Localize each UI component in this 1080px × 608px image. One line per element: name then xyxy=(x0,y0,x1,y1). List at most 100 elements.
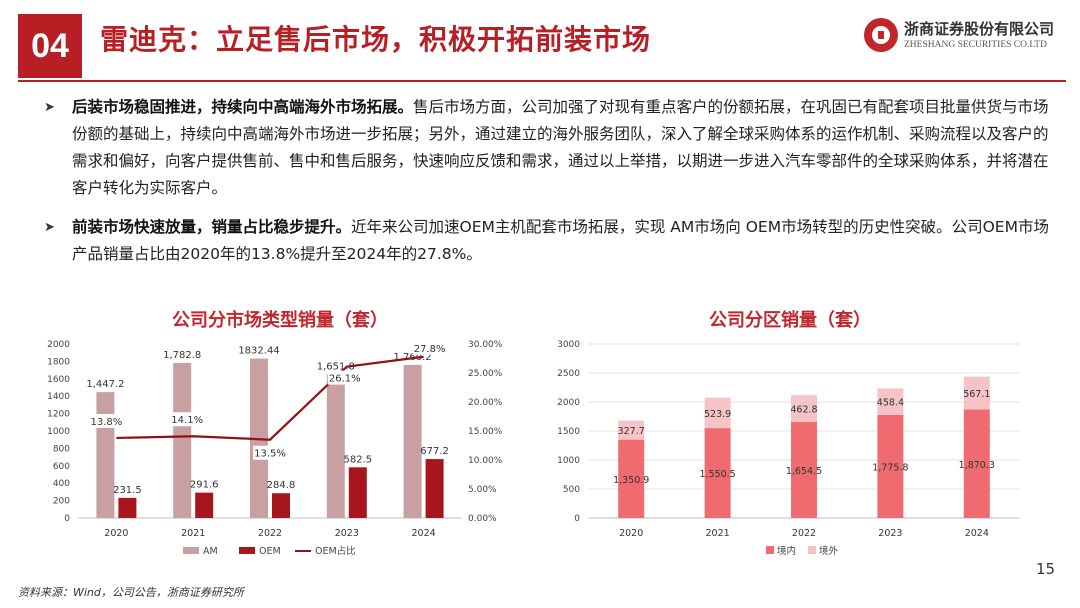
data-label-overseas: 567.1 xyxy=(963,389,990,400)
logo-name-en: ZHESHANG SECURITIES CO.LTD xyxy=(904,40,1047,50)
data-label-am: 1832.44 xyxy=(238,346,279,357)
bar-am xyxy=(173,362,192,518)
bar-domestic xyxy=(791,422,817,518)
bar-oem xyxy=(348,467,367,518)
source-note: 资料来源：Wind，公司公告，浙商证券研究所 xyxy=(18,586,244,599)
data-label-oem: 231.5 xyxy=(113,485,142,496)
data-label-oem-share: 26.1% xyxy=(329,374,361,385)
y2-tick-label: 10.00% xyxy=(468,456,503,466)
chart-title-market-type: 公司分市场类型销量（套） xyxy=(172,310,388,331)
bar-domestic xyxy=(877,415,904,518)
legend-swatch xyxy=(808,546,816,554)
y-tick-label: 0 xyxy=(574,514,580,524)
y-tick-label: 200 xyxy=(53,497,70,507)
y2-tick-label: 15.00% xyxy=(468,427,503,437)
y-tick-label: 1800 xyxy=(47,357,70,367)
legend-swatch xyxy=(239,547,255,554)
x-tick-label: 2020 xyxy=(619,528,643,539)
y-tick-label: 1400 xyxy=(47,392,70,402)
bar-overseas xyxy=(877,388,904,416)
data-label-oem-share: 27.8% xyxy=(414,344,446,355)
y-tick-label: 2000 xyxy=(557,398,580,408)
bullet-item: ➤ 后装市场稳固推进，持续向中高端海外市场拓展。售后市场方面，公司加强了对现有重… xyxy=(42,94,1052,202)
data-label-am: 1,651.8 xyxy=(317,361,355,372)
bar-domestic xyxy=(963,409,990,518)
bar-oem xyxy=(118,497,137,518)
x-tick-label: 2024 xyxy=(412,528,436,539)
logo-icon xyxy=(864,18,898,52)
bar-domestic xyxy=(704,428,731,518)
legend-label: OEM xyxy=(259,546,281,557)
data-label-oem: 582.5 xyxy=(343,454,372,465)
x-tick-label: 2024 xyxy=(965,528,989,539)
line-label-bg xyxy=(89,413,124,428)
arrow-bullet-icon: ➤ xyxy=(44,220,55,235)
page-title: 雷迪克：立足售后市场，积极开拓前装市场 xyxy=(100,23,652,56)
bullet-lead: 后装市场稳固推进，持续向中高端海外市场拓展。 xyxy=(72,98,414,116)
y-tick-label: 0 xyxy=(64,514,70,524)
y2-tick-label: 20.00% xyxy=(468,398,503,408)
data-label-oem: 291.6 xyxy=(190,480,219,491)
y-tick-label: 600 xyxy=(53,462,70,472)
y-tick-label: 500 xyxy=(563,485,580,495)
data-label-oem: 677.2 xyxy=(420,446,449,457)
title-divider xyxy=(18,80,1066,82)
bar-am xyxy=(403,364,422,518)
data-label-am: 1,782.8 xyxy=(163,350,201,361)
y2-tick-label: 25.00% xyxy=(468,369,503,379)
data-label-oem: 284.8 xyxy=(267,480,296,491)
bullet-list: ➤ 后装市场稳固推进，持续向中高端海外市场拓展。售后市场方面，公司加强了对现有重… xyxy=(42,94,1052,280)
data-label-oem-share: 14.1% xyxy=(171,415,203,426)
bullet-text: 近年来公司加速OEM主机配套市场拓展，实现 AM市场向 OEM市场转型的历史性突… xyxy=(72,218,1049,263)
line-label-bg xyxy=(253,445,287,460)
y-tick-label: 1000 xyxy=(557,456,580,466)
chart-market-type: 0 200 400 600 800 1000 1200 1400 1600 1800 2000 0.0… xyxy=(47,340,503,557)
bar-overseas xyxy=(791,395,817,423)
data-label-domestic: 1,550.5 xyxy=(699,469,735,480)
line-label-bg xyxy=(170,412,205,427)
y-tick-label: 2500 xyxy=(557,369,580,379)
company-logo: 浙商证券股份有限公司 ZHESHANG SECURITIES CO.LTD xyxy=(864,16,1064,60)
legend-label: 境外 xyxy=(819,545,839,557)
data-label-oem-share: 13.5% xyxy=(254,449,286,460)
y2-tick-label: 30.00% xyxy=(468,340,503,350)
line-oem-share xyxy=(116,355,424,441)
bar-overseas xyxy=(704,397,731,429)
data-label-oem-share: 13.8% xyxy=(91,417,123,428)
bullet-text: 售后市场方面，公司加强了对现有重点客户的份额拓展，在巩固已有配套项目批量供货与市… xyxy=(72,98,1049,197)
legend-swatch xyxy=(766,546,774,554)
chart-title-region: 公司分区销量（套） xyxy=(709,310,871,331)
line-label-bg xyxy=(412,340,447,355)
bar-overseas xyxy=(618,420,645,440)
data-label-overseas: 458.4 xyxy=(877,398,904,409)
x-tick-label: 2021 xyxy=(181,528,205,539)
section-number: 04 xyxy=(18,14,82,78)
data-label-domestic: 1,870.3 xyxy=(959,460,995,471)
x-tick-label: 2021 xyxy=(706,528,730,539)
data-label-am: 1,447.2 xyxy=(86,379,124,390)
data-label-domestic: 1,654.5 xyxy=(786,466,822,477)
y2-tick-label: 0.00% xyxy=(468,514,497,524)
bar-oem xyxy=(195,492,214,518)
y-tick-label: 400 xyxy=(53,479,70,489)
line-label-bg xyxy=(327,370,362,385)
page-number: 15 xyxy=(1036,560,1056,578)
bar-overseas xyxy=(963,376,990,410)
bullet-item: ➤ 前装市场快速放量，销量占比稳步提升。近年来公司加速OEM主机配套市场拓展，实… xyxy=(42,214,1052,268)
data-label-overseas: 327.7 xyxy=(618,426,645,437)
logo-name-cn: 浙商证券股份有限公司 xyxy=(904,20,1055,38)
data-label-overseas: 523.9 xyxy=(704,409,731,420)
bar-am xyxy=(326,374,345,518)
bar-oem xyxy=(425,459,444,518)
x-tick-label: 2022 xyxy=(258,528,282,539)
y-tick-label: 1000 xyxy=(47,427,70,437)
y-tick-label: 1500 xyxy=(557,427,580,437)
data-label-domestic: 1,775.8 xyxy=(872,463,908,474)
legend-swatch xyxy=(183,547,199,554)
bar-am xyxy=(96,392,115,518)
y-tick-label: 2000 xyxy=(47,340,70,350)
arrow-bullet-icon: ➤ xyxy=(44,100,55,115)
legend-label: OEM占比 xyxy=(315,545,356,557)
y-tick-label: 1200 xyxy=(47,410,70,420)
bar-domestic xyxy=(618,439,645,518)
